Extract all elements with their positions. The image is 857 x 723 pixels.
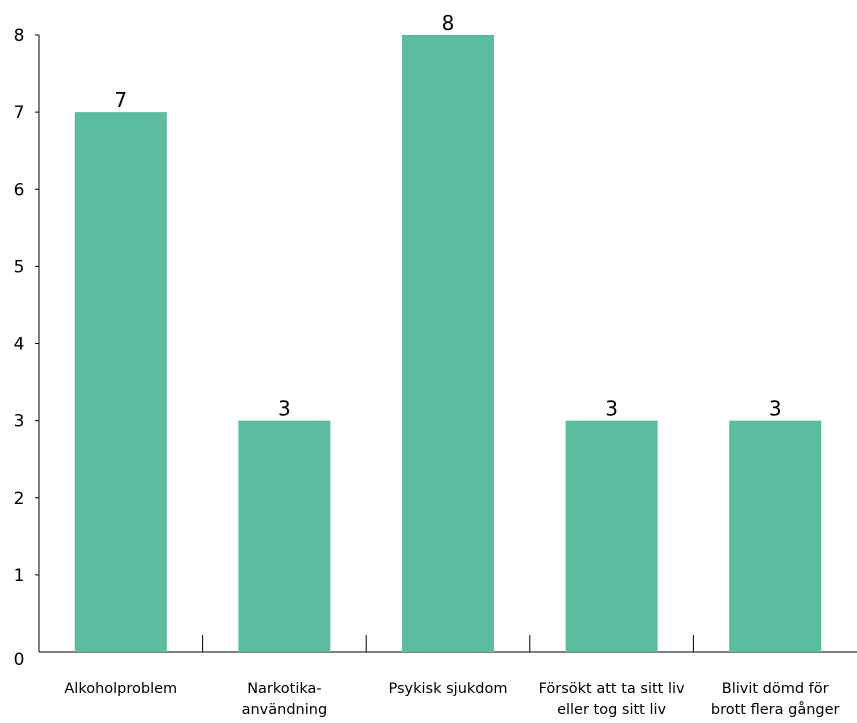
y-tick-label: 3 [14,412,25,432]
bar [565,420,658,652]
data-label: 7 [114,88,127,112]
bar [74,112,167,652]
bar [729,420,822,652]
data-label: 8 [442,11,455,35]
y-tick-label: 8 [14,26,25,46]
category-label: Narkotika- [247,681,321,697]
category-labels: Alkoholproblem Narkotika-användning Psykis… [64,681,839,718]
y-tick-label: 6 [14,180,25,200]
category-label: Psykisk sjukdom [389,681,508,697]
category-label: eller tog sitt liv [557,702,666,718]
bar [238,420,331,652]
bar [402,35,494,652]
y-tick-label: 4 [14,335,25,355]
data-label: 3 [769,397,782,421]
y-tick-label: 5 [14,257,25,277]
data-labels: 7 3 8 3 3 [114,11,781,421]
data-label: 3 [278,397,291,421]
category-label: brott flera gånger [711,701,840,718]
category-label: Alkoholproblem [64,681,177,697]
category-label: Försökt att ta sitt liv [539,681,685,697]
y-tick-label: 0 [14,650,25,670]
y-tick-label: 7 [14,103,25,123]
y-axis: 0 1 2 3 4 5 6 7 8 [14,26,40,670]
category-label: Blivit dömd för [722,681,829,697]
bars [74,35,822,652]
y-tick-label: 2 [14,489,25,509]
category-label: användning [242,702,328,718]
data-label: 3 [605,397,618,421]
y-tick-label: 1 [14,566,25,586]
